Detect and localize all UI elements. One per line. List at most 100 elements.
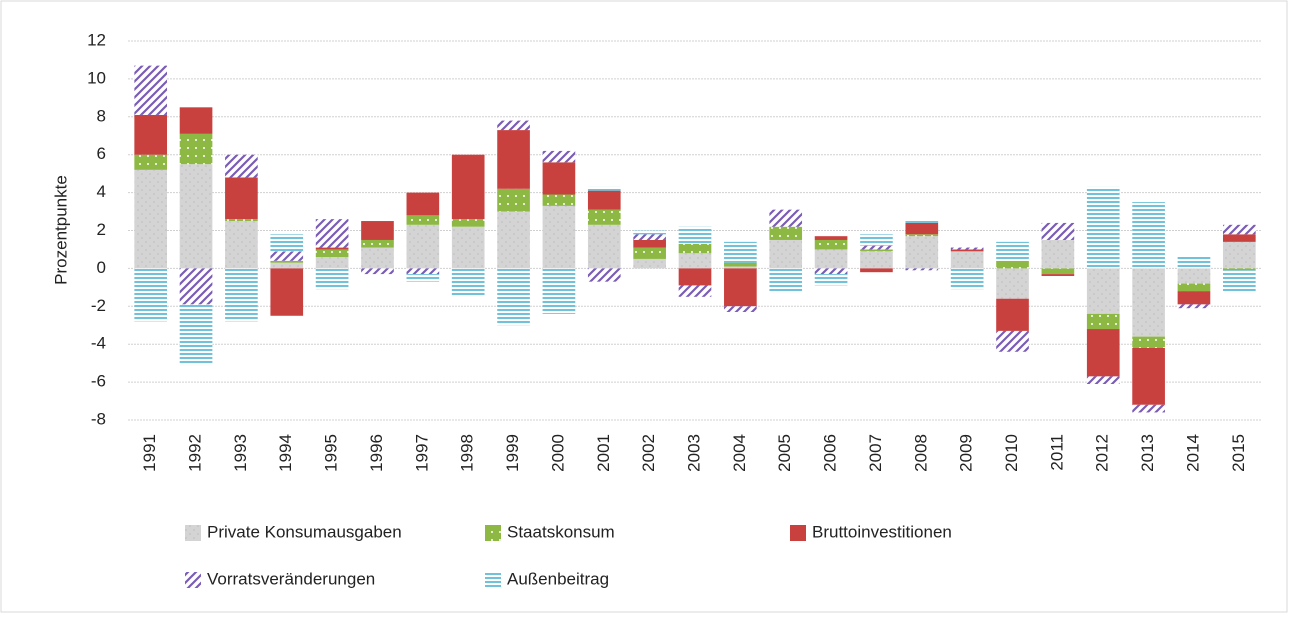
bar-segment	[406, 215, 440, 225]
bar-segment	[270, 262, 304, 269]
y-tick-label: 12	[87, 30, 106, 49]
legend-swatch	[485, 525, 501, 541]
y-tick-label: -2	[91, 296, 106, 315]
bar-segment	[497, 130, 530, 189]
bar-segment	[769, 226, 803, 240]
bar-segment	[633, 247, 666, 259]
bar-segment	[315, 257, 349, 269]
bar-segment	[542, 205, 576, 269]
bar-segment	[678, 226, 712, 244]
bar-segment	[950, 249, 984, 252]
y-tick-label: -6	[91, 372, 106, 391]
bar-segment	[633, 258, 666, 269]
bar-segment	[315, 268, 349, 290]
bar-segment	[270, 268, 304, 316]
bar-segment	[361, 239, 394, 248]
bar-segment	[905, 268, 939, 271]
bar-segment	[542, 268, 576, 314]
bar-segment	[1222, 241, 1256, 269]
bar-segment	[996, 260, 1029, 269]
bar-segment	[361, 221, 394, 240]
legend-label: Private Konsumausgaben	[207, 522, 402, 541]
legend-label: Vorratsveränderungen	[207, 569, 375, 588]
bar-segment	[1041, 274, 1075, 276]
legend-label: Außenbeitrag	[507, 569, 609, 588]
bar-segment	[860, 249, 893, 252]
bar-segment	[633, 234, 666, 240]
bar-segment	[724, 306, 757, 312]
bar-segment	[1222, 224, 1256, 235]
bar-segment	[451, 219, 485, 227]
bar-segment	[724, 266, 757, 269]
bar-segment	[225, 154, 258, 178]
bar-segment	[1086, 186, 1120, 269]
bar-segment	[1086, 313, 1120, 330]
bar-segment	[860, 268, 893, 273]
bar-segment	[587, 209, 621, 225]
bar-segment	[270, 251, 304, 261]
y-tick-label: 6	[97, 144, 106, 163]
legend-swatch	[185, 572, 201, 588]
bar-segment	[451, 268, 485, 297]
bar-segment	[361, 268, 394, 275]
x-tick-label: 2013	[1138, 434, 1157, 472]
bar-segment	[814, 249, 848, 269]
bar-segment	[179, 268, 213, 305]
bar-segment	[724, 241, 757, 263]
x-tick-label: 1991	[140, 434, 159, 472]
bar-segment	[1132, 268, 1165, 337]
bar-segment	[905, 219, 939, 223]
y-tick-label: -8	[91, 409, 106, 428]
bar-segment	[814, 239, 848, 250]
bar-segment	[542, 162, 576, 195]
bar-segment	[1041, 239, 1075, 269]
y-tick-label: 8	[97, 106, 106, 125]
bar-segment	[587, 268, 621, 282]
bar-segment	[724, 262, 757, 267]
bar-segment	[179, 107, 213, 134]
bar-segment	[406, 274, 440, 282]
bar-segment	[905, 236, 939, 269]
bar-segment	[769, 209, 803, 227]
bar-segment	[950, 251, 984, 269]
bar-segment	[315, 219, 349, 248]
bar-segment	[451, 226, 485, 269]
bar-segment	[1041, 268, 1075, 275]
bar-segment	[1086, 376, 1120, 384]
x-tick-label: 2015	[1229, 434, 1248, 472]
bar-segment	[996, 268, 1029, 299]
x-tick-label: 1994	[276, 434, 295, 472]
bar-segment	[542, 194, 576, 206]
x-tick-label: 1993	[231, 434, 250, 472]
x-tick-label: 2008	[911, 434, 930, 472]
x-tick-label: 2011	[1047, 434, 1066, 471]
x-tick-label: 2010	[1002, 434, 1021, 472]
bar-segment	[497, 268, 530, 326]
x-tick-label: 1999	[503, 434, 522, 472]
bar-segment	[134, 154, 168, 170]
x-tick-label: 1996	[367, 434, 386, 472]
bar-segment	[225, 219, 258, 222]
bar-segment	[542, 150, 576, 163]
bar-segment	[860, 234, 893, 246]
bar-segment	[769, 268, 803, 294]
bar-segment	[497, 120, 530, 131]
bar-segment	[1222, 270, 1256, 294]
bar-segment	[1086, 268, 1120, 314]
x-tick-label: 2004	[730, 434, 749, 472]
legend-label: Bruttoinvestitionen	[812, 522, 952, 541]
x-tick-label: 2002	[639, 434, 658, 472]
bar-segment	[724, 268, 757, 307]
bar-segment	[1222, 268, 1256, 271]
bar-segment	[315, 249, 349, 258]
x-tick-label: 2007	[866, 434, 885, 472]
bar-segment	[406, 268, 440, 275]
bar-segment	[361, 247, 394, 269]
bar-segment	[1177, 283, 1211, 292]
bar-segment	[814, 268, 848, 275]
bar-segment	[587, 186, 621, 191]
bar-segment	[996, 298, 1029, 331]
bar-segment	[905, 222, 939, 235]
